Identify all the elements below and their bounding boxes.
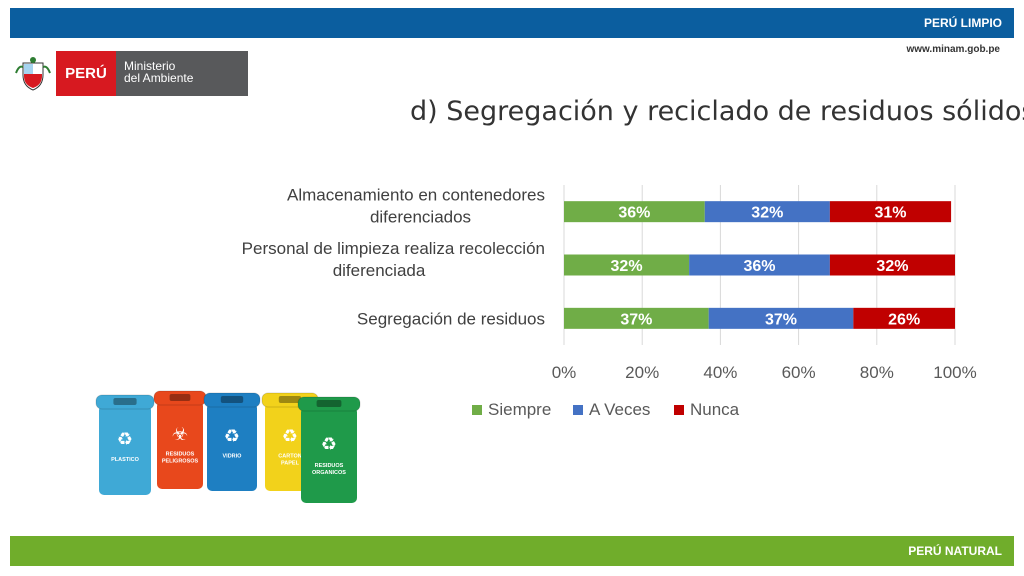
data-label: 32% [751, 205, 783, 222]
stacked-bar-chart: 0% 20% 40% 60% 80% 100% 36% 32% 31% Almacenamient… [242, 185, 977, 419]
category-label: Segregación de residuos [357, 309, 545, 328]
x-tick-label: 100% [933, 363, 976, 382]
bar-a-veces [708, 307, 854, 329]
bin-slot [220, 396, 244, 403]
legend-swatch [573, 405, 583, 415]
bar-nunca [829, 254, 955, 276]
bin-body [207, 403, 257, 491]
category-label: diferenciados [370, 208, 471, 227]
bin-label: PAPEL [281, 461, 300, 467]
data-label: 37% [765, 311, 797, 328]
data-label: 36% [743, 258, 775, 275]
bin-lid [95, 394, 155, 410]
bar-nunca [829, 201, 952, 223]
legend-label: A Veces [589, 400, 650, 419]
bottom-banner: PERÚ NATURAL [10, 536, 1014, 566]
ministry-line-2: del Ambiente [124, 71, 194, 85]
bin-label: PELIGROSOS [162, 459, 199, 465]
bin-label: RESIDUOS [166, 452, 195, 458]
bin-label: RESIDUOS [315, 463, 344, 469]
recycling-bin: ♻ PLASTICO [95, 394, 155, 495]
ministry-label: Ministerio del Ambiente [116, 51, 248, 96]
bin-slot [278, 396, 302, 403]
bar-siempre [564, 201, 705, 223]
bar-a-veces [689, 254, 830, 276]
bar-nunca [853, 307, 955, 329]
ministry-logo: PERÚ Ministerio del Ambiente [14, 51, 248, 96]
data-label: 32% [876, 258, 908, 275]
category-label: Personal de limpieza realiza recolección [242, 239, 545, 258]
bin-slot [113, 398, 137, 405]
category-label: Almacenamiento en contenedores [287, 186, 545, 205]
bar-a-veces [704, 201, 830, 223]
x-tick-label: 40% [703, 363, 737, 382]
bar-siempre [564, 254, 690, 276]
legend-label: Siempre [488, 400, 551, 419]
peru-label: PERÚ [56, 51, 116, 96]
recycle-icon: ♻ [282, 426, 298, 447]
bin-label: VIDRIO [223, 454, 243, 460]
brand-peru-limpio: PERÚ LIMPIO [923, 16, 1002, 30]
website-url[interactable]: www.minam.gob.pe [906, 44, 1000, 55]
bar-siempre [564, 307, 709, 329]
legend-swatch [472, 405, 482, 415]
x-tick-label: 0% [552, 363, 577, 382]
x-tick-label: 20% [625, 363, 659, 382]
recycle-icon: ♻ [224, 426, 240, 447]
recycle-icon: ♻ [321, 434, 337, 455]
bin-lid [297, 396, 361, 412]
recycling-bin: ♻ VIDRIO [203, 392, 261, 491]
x-tick-label: 80% [860, 363, 894, 382]
top-banner: PERÚ LIMPIO [10, 8, 1014, 38]
bin-body [301, 407, 357, 503]
bin-slot [169, 394, 191, 401]
bin-body [99, 405, 151, 495]
bin-label: CARTON [278, 454, 301, 460]
data-label: 36% [618, 205, 650, 222]
recycling-bins-illustration: ♻PLASTICO☣RESIDUOSPELIGROSOS♻VIDRIO♻CART… [95, 390, 361, 503]
bin-label: PLASTICO [111, 457, 140, 463]
bin-body [157, 401, 203, 489]
x-tick-label: 60% [782, 363, 816, 382]
legend-swatch [674, 405, 684, 415]
recycle-icon: ♻ [117, 429, 133, 450]
bin-slot [316, 400, 342, 407]
bin-lid [203, 392, 261, 408]
biohazard-icon: ☣ [172, 424, 188, 445]
data-label: 37% [620, 311, 652, 328]
bin-label: ORGANICOS [312, 470, 346, 476]
legend-label: Nunca [690, 400, 740, 419]
ministry-line-1: Ministerio [124, 59, 176, 73]
data-label: 32% [611, 258, 643, 275]
coat-of-arms-icon [15, 57, 51, 91]
data-label: 31% [874, 205, 906, 222]
brand-peru-natural: PERÚ NATURAL [908, 544, 1002, 558]
category-label: diferenciada [333, 261, 426, 280]
data-label: 26% [888, 311, 920, 328]
chart-title: d) Segregación y reciclado de residuos s… [410, 96, 1024, 127]
